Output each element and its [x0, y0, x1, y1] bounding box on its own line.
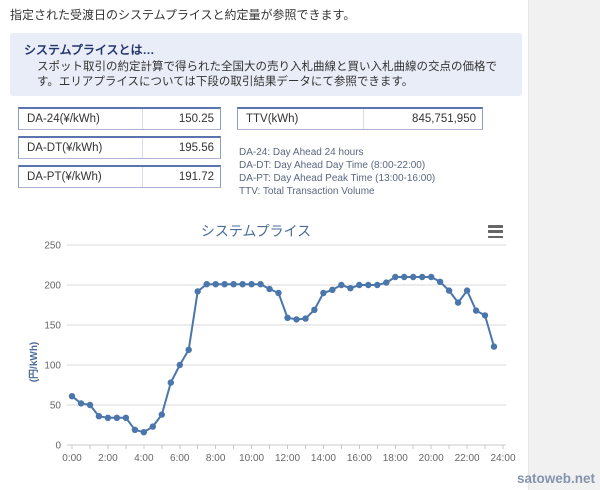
- data-point: [419, 273, 426, 281]
- data-point: [77, 400, 85, 407]
- data-point: [203, 281, 210, 288]
- data-point: [104, 414, 112, 421]
- chart-title: システムプライス: [200, 223, 312, 239]
- dadt-value: 195.56: [178, 142, 214, 154]
- data-point: [185, 346, 192, 353]
- data-point: [293, 316, 300, 323]
- da24-price-row: DA-24(¥/kWh) 150.25: [18, 107, 221, 130]
- x-tick-label: 14:00: [311, 453, 336, 464]
- data-point: [176, 361, 183, 369]
- info-box-description: スポット取引の約定計算で得られた全国大の売り入札曲線と買い入札曲線の交点の価格で…: [37, 61, 497, 88]
- note-dapt: DA-PT: Day Ahead Peak Time (13:00-16:00): [239, 173, 436, 184]
- data-point: [338, 281, 345, 289]
- x-tick-label: 16:00: [347, 453, 372, 464]
- x-tick-label: 0:00: [62, 453, 82, 464]
- x-tick-label: 8:00: [206, 453, 226, 464]
- data-point: [436, 278, 444, 285]
- info-box-title: システムプライスとは…: [24, 43, 155, 57]
- ttv-volume-row: TTV(kWh) 845,751,950: [237, 107, 483, 130]
- ttv-label: TTV(kWh): [238, 109, 364, 129]
- data-point: [329, 286, 336, 293]
- data-point: [374, 281, 381, 289]
- data-point: [463, 287, 471, 294]
- data-point: [490, 343, 498, 350]
- data-point: [68, 393, 76, 400]
- dapt-value: 191.72: [178, 171, 214, 183]
- data-point: [365, 281, 372, 289]
- data-point: [257, 281, 264, 288]
- data-point: [410, 273, 417, 281]
- data-point: [356, 281, 363, 289]
- system-price-chart: 0 50 100 150 200 250 0:00 2:00 4:00 6:00 8:00 10:00…: [28, 241, 516, 465]
- y-tick-label: 50: [50, 401, 62, 412]
- data-point: [212, 281, 219, 288]
- y-tick-label: 100: [44, 361, 61, 372]
- dapt-price-row: DA-PT(¥/kWh) 191.72: [18, 165, 221, 188]
- da24-label: DA-24(¥/kWh): [19, 109, 143, 129]
- price-line: [71, 276, 495, 434]
- system-price-info-box: システムプライスとは… スポット取引の約定計算で得られた全国大の売り入札曲線と買…: [10, 33, 522, 96]
- watermark: satoweb.net: [516, 471, 595, 486]
- data-point: [248, 281, 255, 288]
- data-point: [302, 315, 309, 322]
- data-point: [320, 289, 327, 297]
- data-point: [86, 401, 94, 409]
- y-tick-label: 200: [44, 281, 61, 292]
- data-point: [194, 288, 201, 295]
- data-point: [472, 307, 480, 314]
- x-tick-label: 6:00: [170, 453, 190, 464]
- data-point: [239, 281, 246, 288]
- data-point: [401, 273, 408, 281]
- dadt-label: DA-DT(¥/kWh): [19, 138, 143, 158]
- data-point: [167, 379, 174, 386]
- x-tick-label: 4:00: [134, 453, 154, 464]
- data-point: [113, 414, 121, 421]
- data-point: [140, 429, 147, 436]
- data-point: [149, 423, 156, 430]
- x-tick-label: 18:00: [383, 453, 408, 464]
- da24-value: 150.25: [178, 113, 214, 125]
- x-tick-label: 24:00: [490, 453, 515, 464]
- note-ttv: TTV: Total Transaction Volume: [239, 186, 375, 197]
- data-point: [131, 426, 139, 433]
- note-da24: DA-24: Day Ahead 24 hours: [239, 147, 364, 158]
- dadt-price-row: DA-DT(¥/kWh) 195.56: [18, 136, 221, 159]
- x-tick-label: 10:00: [239, 453, 264, 464]
- data-point: [122, 414, 130, 421]
- data-point: [275, 289, 282, 297]
- y-axis-title: (円/kWh): [28, 342, 40, 383]
- hamburger-menu-icon[interactable]: [487, 224, 504, 239]
- note-dadt: DA-DT: Day Ahead Day Time (8:00-22:00): [239, 160, 426, 171]
- data-point: [428, 273, 435, 281]
- data-point: [158, 411, 165, 418]
- abbreviation-notes: DA-24: Day Ahead 24 hours DA-DT: Day Ahe…: [239, 146, 435, 198]
- x-tick-label: 20:00: [419, 453, 444, 464]
- page-right-margin: [528, 0, 600, 490]
- data-point: [481, 312, 489, 319]
- data-point: [347, 285, 354, 292]
- data-point: [221, 281, 228, 288]
- data-point: [383, 279, 390, 286]
- dapt-label: DA-PT(¥/kWh): [19, 167, 143, 187]
- data-point: [454, 299, 462, 306]
- data-point: [392, 273, 399, 281]
- y-tick-label: 250: [44, 241, 61, 252]
- data-point: [95, 413, 103, 420]
- y-tick-label: 0: [55, 441, 61, 452]
- data-point: [266, 285, 273, 293]
- x-tick-label: 2:00: [98, 453, 118, 464]
- data-point: [284, 314, 291, 321]
- x-tick-label: 12:00: [275, 453, 300, 464]
- data-point: [230, 281, 237, 288]
- intro-text: 指定された受渡日のシステムプライスと約定量が参照できます。: [10, 8, 356, 22]
- ttv-value: 845,751,950: [412, 113, 476, 125]
- y-tick-label: 150: [44, 321, 61, 332]
- data-point: [311, 306, 318, 313]
- data-point: [445, 287, 453, 294]
- x-tick-label: 22:00: [455, 453, 480, 464]
